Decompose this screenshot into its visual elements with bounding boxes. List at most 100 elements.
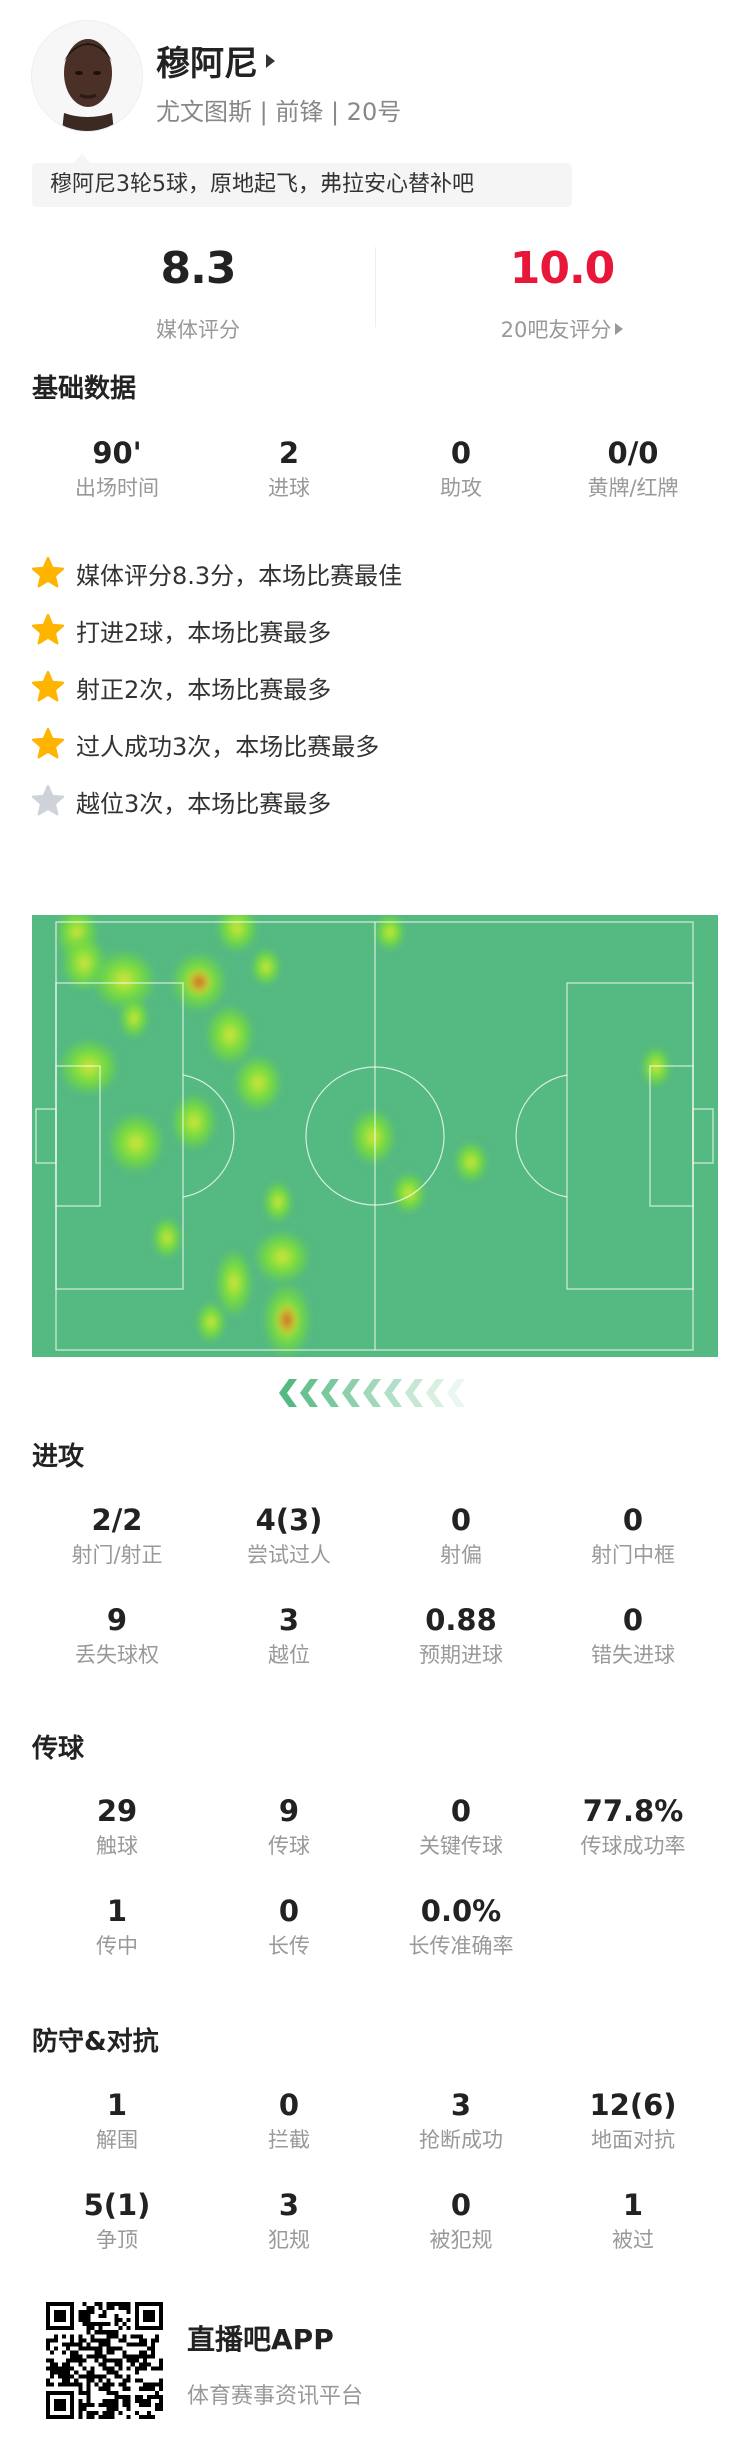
stat-value: 12(6)	[589, 2088, 677, 2122]
stat-value: 0.88	[425, 1603, 497, 1637]
stat-value: 5(1)	[83, 2188, 151, 2222]
stat-value: 9	[106, 1603, 128, 1637]
stat-cell: 9 丢失球权	[31, 1602, 203, 1702]
chevron-left-icon	[363, 1379, 381, 1407]
highlight-text: 打进2球，本场比赛最多	[76, 618, 332, 647]
app-name: 直播吧APP	[187, 2323, 334, 2356]
star-icon	[31, 670, 65, 702]
stat-value: 1	[622, 2188, 644, 2222]
stat-label: 抢断成功	[419, 2128, 503, 2152]
chevron-left-icon	[405, 1379, 423, 1407]
fans-rating-label: 20吧友评分	[500, 318, 612, 342]
stat-value: 9	[278, 1794, 300, 1828]
stat-value: 90'	[92, 436, 142, 470]
star-icon	[31, 556, 65, 588]
heat-spot-hot	[275, 1302, 299, 1338]
stat-label: 射门中框	[591, 1543, 675, 1567]
stat-cell: 1 被过	[547, 2187, 719, 2287]
chevron-left-icon	[384, 1379, 402, 1407]
stat-value: 3	[278, 2188, 300, 2222]
heat-spot	[252, 1229, 312, 1285]
heat-spot-hot	[185, 967, 213, 997]
pitch-lines	[35, 921, 714, 1351]
heat-spot	[195, 1300, 227, 1344]
quote-pointer	[74, 153, 90, 163]
stat-label: 犯规	[268, 2228, 310, 2252]
stat-label: 丢失球权	[75, 1643, 159, 1667]
stat-label: 预期进球	[419, 1643, 503, 1667]
player-avatar[interactable]	[31, 20, 143, 132]
stat-cell: 3 抢断成功	[375, 2087, 547, 2187]
stat-value: 0	[278, 1894, 300, 1928]
stat-value: 4(3)	[255, 1503, 323, 1537]
stat-value: 3	[278, 1603, 300, 1637]
heat-spot	[57, 1037, 121, 1097]
arrow-right-icon	[266, 53, 275, 68]
stat-label: 地面对抗	[591, 2128, 675, 2152]
star-icon	[31, 727, 65, 759]
stat-value: 2/2	[91, 1503, 143, 1537]
heat-spot	[349, 1107, 397, 1167]
stat-value: 77.8%	[582, 1794, 684, 1828]
stat-value: 0	[622, 1503, 644, 1537]
stat-label: 错失进球	[591, 1643, 675, 1667]
heat-spot	[106, 1111, 166, 1175]
stat-cell: 2/2 射门/射正	[31, 1502, 203, 1602]
heatmap-pitch	[32, 915, 718, 1357]
defense-section-title: 防守&对抗	[32, 2027, 159, 2057]
stat-cell: 0 射偏	[375, 1502, 547, 1602]
stat-value: 2	[278, 436, 300, 470]
heat-spot	[90, 948, 158, 1012]
stat-label: 拦截	[268, 2128, 310, 2152]
stat-label: 传中	[96, 1934, 138, 1958]
attack-direction-arrows-icon	[279, 1379, 465, 1407]
stat-cell: 0.88 预期进球	[375, 1602, 547, 1702]
stat-cell: 5(1) 争顶	[31, 2187, 203, 2287]
stat-label: 传球	[268, 1834, 310, 1858]
stat-label: 解围	[96, 2128, 138, 2152]
stat-cell: 3 越位	[203, 1602, 375, 1702]
highlight-text: 过人成功3次，本场比赛最多	[76, 732, 380, 761]
heat-spot	[170, 1092, 218, 1152]
stat-cell: 0 拦截	[203, 2087, 375, 2187]
stat-label: 关键传球	[419, 1834, 503, 1858]
fans-rating[interactable]: 10.0 20吧友评分	[412, 244, 712, 344]
stat-cell: 3 犯规	[203, 2187, 375, 2287]
chevron-left-icon	[426, 1379, 444, 1407]
stat-value: 1	[106, 1894, 128, 1928]
stat-value: 0/0	[607, 436, 659, 470]
stat-cell: 29 触球	[31, 1793, 203, 1893]
attack-stats: 2/2 射门/射正 4(3) 尝试过人 0 射偏 0 射门中框 9 丢失球权 3 越位 0.88 预期进球…	[31, 1502, 719, 1702]
media-rating-value: 8.3	[160, 243, 237, 294]
app-tagline: 体育赛事资讯平台	[187, 2384, 364, 2409]
heat-spot	[262, 1180, 294, 1224]
star-icon	[31, 784, 65, 816]
stat-cell: 0 射门中框	[547, 1502, 719, 1602]
chevron-left-icon	[279, 1379, 297, 1407]
stat-label: 触球	[96, 1834, 138, 1858]
heat-spot	[118, 996, 150, 1040]
basic-stats: 90' 出场时间 2 进球 0 助攻 0/0 黄牌/红牌	[31, 435, 719, 535]
stat-label: 射偏	[440, 1543, 482, 1567]
stat-cell: 9 传球	[203, 1793, 375, 1893]
heat-spot	[151, 1216, 183, 1260]
highlight-item: 越位3次，本场比赛最多	[30, 781, 331, 821]
heat-spot	[391, 1171, 427, 1215]
stat-value: 0	[278, 2088, 300, 2122]
chevron-left-icon	[300, 1379, 318, 1407]
qr-code[interactable]	[46, 2302, 163, 2419]
heat-spot	[374, 915, 406, 952]
heat-spot	[204, 1003, 256, 1067]
stat-cell: 0 长传	[203, 1893, 375, 1993]
player-name-link[interactable]: 穆阿尼	[156, 36, 275, 85]
defense-stats: 1 解围 0 拦截 3 抢断成功 12(6) 地面对抗 5(1) 争顶 3 犯规 0 被犯规 1 被过	[31, 2087, 719, 2287]
stat-cell: 12(6) 地面对抗	[547, 2087, 719, 2187]
stat-value: 3	[450, 2088, 472, 2122]
heat-spot	[453, 1140, 489, 1184]
stat-value: 0	[622, 1603, 644, 1637]
media-rating: 8.3 媒体评分	[48, 244, 348, 344]
stat-cell: 4(3) 尝试过人	[203, 1502, 375, 1602]
media-rating-label: 媒体评分	[156, 318, 240, 342]
heat-spot	[214, 1247, 254, 1319]
stat-cell: 0 关键传球	[375, 1793, 547, 1893]
